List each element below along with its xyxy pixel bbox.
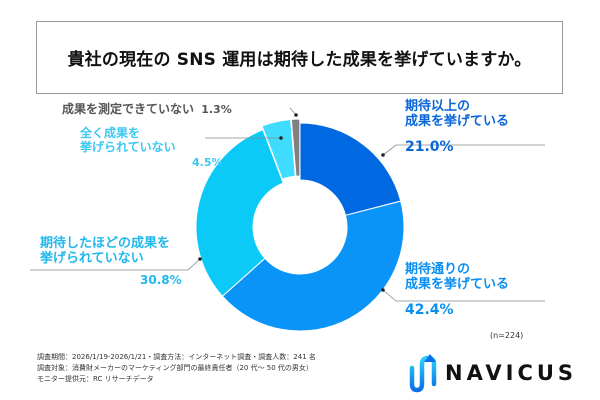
leader-dot bbox=[279, 136, 283, 140]
label-line: 成果を挙げている bbox=[405, 113, 510, 129]
donut-slice bbox=[299, 122, 402, 216]
footnote-line: 調査期間：2026/1/19-2026/1/21・調査方法：インターネット調査・… bbox=[37, 353, 316, 361]
leader-dot bbox=[381, 288, 385, 292]
value-label: 42.4% bbox=[405, 301, 454, 318]
label-line: 期待以上の bbox=[405, 99, 471, 114]
sample-size: (n=224) bbox=[490, 331, 524, 340]
label-line: 期待したほどの成果を bbox=[40, 236, 171, 251]
footnote-line: モニター提供元：RC リサーチデータ bbox=[37, 375, 154, 383]
label-line: 全く成果を bbox=[80, 126, 141, 140]
label-line: 挙げられていない bbox=[40, 250, 144, 266]
label-no-results: 全く成果を 挙げられていない 4.5% bbox=[80, 126, 223, 169]
chart-title-box: 貴社の現在の SNS 運用は期待した成果を挙げていますか。 bbox=[36, 21, 563, 94]
label-exceeded: 期待以上の 成果を挙げている 21.0% bbox=[405, 99, 510, 155]
donut-slice bbox=[261, 118, 296, 180]
donut-slice bbox=[290, 118, 301, 177]
value-label: 4.5% bbox=[192, 155, 223, 169]
logo-text: NAVICUS bbox=[445, 361, 578, 385]
value-label: 30.8% bbox=[140, 272, 182, 287]
label-as-expected: 期待通りの 成果を挙げている 42.4% bbox=[405, 262, 510, 318]
leader-dot bbox=[381, 153, 385, 157]
leader-dot bbox=[294, 113, 298, 117]
leader-dot bbox=[198, 257, 202, 261]
value-label: 21.0% bbox=[405, 138, 454, 155]
leader-line bbox=[30, 258, 201, 271]
label-line: 成果を挙げている bbox=[405, 276, 510, 292]
label-line: 成果を測定できていない bbox=[62, 102, 195, 116]
navicus-logo: NAVICUS bbox=[405, 352, 577, 394]
donut-slice bbox=[195, 129, 284, 297]
label-below-expected: 期待したほどの成果を 挙げられていない 30.8% bbox=[40, 236, 182, 288]
value-label: 1.3% bbox=[201, 103, 232, 116]
donut-slice bbox=[221, 200, 405, 332]
footnote: 調査期間：2026/1/19-2026/1/21・調査方法：インターネット調査・… bbox=[37, 352, 316, 385]
leader-line bbox=[382, 144, 545, 156]
label-not-measured: 成果を測定できていない 1.3% bbox=[62, 102, 232, 117]
chart-title: 貴社の現在の SNS 運用は期待した成果を挙げていますか。 bbox=[67, 50, 532, 70]
footnote-line: 調査対象：消費財メーカーのマーケティング部門の最終責任者（20 代～ 50 代の… bbox=[37, 364, 313, 372]
logo-arrow-icon bbox=[409, 354, 437, 393]
leader-line bbox=[382, 289, 545, 302]
label-line: 挙げられていない bbox=[80, 139, 176, 154]
label-line: 期待通りの bbox=[405, 262, 471, 277]
